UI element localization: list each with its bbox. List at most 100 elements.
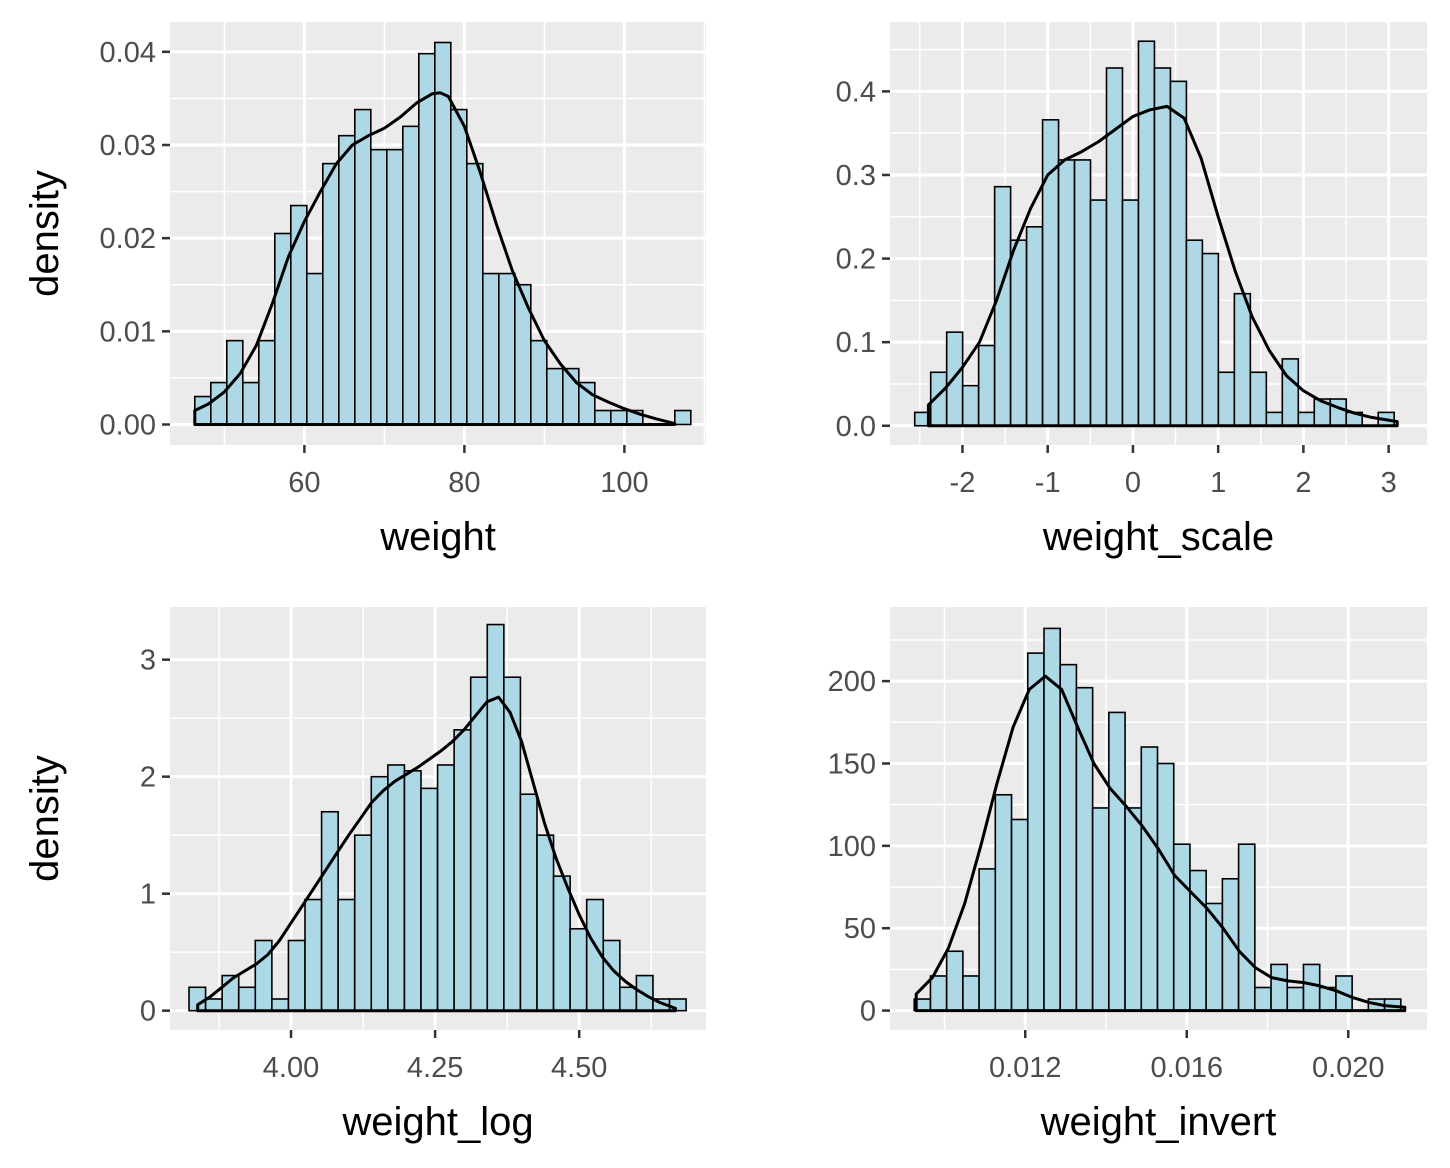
y-tick-label: 1 xyxy=(140,879,156,911)
histogram-bar xyxy=(1105,67,1124,427)
density-curve xyxy=(926,104,1399,428)
y-tick-label: 0.4 xyxy=(836,76,876,108)
histogram-bar xyxy=(993,185,1012,427)
histogram-bar xyxy=(519,793,538,1012)
y-tick-label: 3 xyxy=(140,645,156,677)
x-axis-title: weight_log xyxy=(341,1100,533,1144)
density-curve xyxy=(196,695,677,1013)
histogram-bar xyxy=(962,975,980,1012)
histogram-bar xyxy=(945,950,964,1012)
histogram-bar xyxy=(545,367,564,426)
x-tick-label: 0 xyxy=(1125,467,1141,499)
density-curve xyxy=(193,91,677,426)
histogram-bar xyxy=(353,834,373,1012)
y-tick-label: 0 xyxy=(860,996,876,1028)
histogram-bar xyxy=(929,975,948,1012)
histogram-bar xyxy=(289,204,308,426)
histogram-bar xyxy=(387,764,406,1012)
chart-panel-1: 0.00 0.01 0.02 0.03 0.04 60 80 100 weight density xyxy=(23,22,706,559)
y-axis-title: density xyxy=(23,755,67,882)
histogram-bar xyxy=(420,787,439,1012)
histogram-bar xyxy=(552,875,571,1012)
histogram-bar xyxy=(210,381,228,426)
histogram-bar xyxy=(1217,371,1236,427)
x-tick-label: 0.020 xyxy=(1312,1052,1385,1084)
histogram-bar xyxy=(1185,239,1204,427)
histogram-bar xyxy=(1010,818,1029,1012)
y-tick-label: 0.2 xyxy=(836,244,876,276)
histogram-bar xyxy=(353,108,372,426)
histogram-bar xyxy=(1121,199,1140,427)
histogram-bar xyxy=(529,339,548,426)
histogram-bar xyxy=(1286,986,1305,1012)
histogram-bar xyxy=(673,409,692,426)
x-tick-label: -2 xyxy=(950,467,976,499)
histogram-bar xyxy=(287,939,306,1012)
histogram-bar xyxy=(978,868,997,1012)
x-tick-label: 100 xyxy=(600,467,648,499)
x-tick-label: -1 xyxy=(1035,467,1061,499)
histogram-bar xyxy=(1329,398,1348,427)
x-tick-label: 4.00 xyxy=(263,1052,319,1084)
histogram-bar xyxy=(321,162,340,426)
histogram-bar xyxy=(433,41,452,426)
x-tick-label: 0.016 xyxy=(1150,1052,1223,1084)
chart-panel-2: 0.0 0.1 0.2 0.3 0.4 -2 -1 0 1 2 3 weight_scale xyxy=(836,22,1427,559)
histogram-bar xyxy=(994,793,1013,1012)
y-tick-label: 200 xyxy=(828,666,876,698)
histogram-bar xyxy=(1137,40,1156,427)
y-tick-label: 0.0 xyxy=(836,411,876,443)
histogram-bar xyxy=(1057,159,1076,427)
x-tick-label: 80 xyxy=(448,467,480,499)
histogram-bar xyxy=(369,148,388,426)
histogram-bar xyxy=(320,810,339,1012)
histogram-bar xyxy=(1254,986,1272,1012)
x-tick-label: 0.012 xyxy=(989,1052,1062,1084)
histogram-bars xyxy=(913,627,1402,1012)
histogram-bar xyxy=(497,272,516,426)
histogram-bar xyxy=(1270,963,1289,1012)
histogram-bar xyxy=(401,125,420,426)
histogram-bar xyxy=(417,52,436,426)
y-tick-label: 0.3 xyxy=(836,160,876,192)
histogram-bar xyxy=(1233,292,1252,427)
histogram-bar xyxy=(961,384,980,427)
histogram-bar xyxy=(403,770,422,1012)
x-tick-label: 2 xyxy=(1295,467,1311,499)
histogram-bar xyxy=(1073,159,1092,427)
histogram-bar xyxy=(668,998,687,1012)
histogram-bar xyxy=(1281,358,1300,427)
histogram-bar xyxy=(271,998,290,1012)
histogram-bar xyxy=(1172,843,1191,1012)
y-axis-title: density xyxy=(23,170,67,297)
histogram-bar xyxy=(1026,652,1045,1012)
chart-panel-4: 0 50 100 150 200 0.012 0.016 0.020 weight_invert xyxy=(828,607,1427,1144)
x-axis-title: weight_invert xyxy=(1040,1100,1277,1144)
chart-panel-3: 0 1 2 3 4.00 4.25 4.50 weight_log density xyxy=(23,607,706,1144)
histogram-bar xyxy=(305,272,324,426)
histogram-bar xyxy=(385,148,404,426)
histogram-bar xyxy=(449,108,468,426)
histogram-bar xyxy=(465,162,484,426)
histogram-bar xyxy=(1297,411,1316,427)
histogram-bar xyxy=(257,339,276,426)
histogram-bar xyxy=(1169,80,1188,427)
y-tick-label: 150 xyxy=(828,748,876,780)
histogram-bar xyxy=(1153,67,1172,427)
histogram-bar xyxy=(569,927,588,1012)
y-tick-label: 0.00 xyxy=(100,410,156,442)
histogram-bar xyxy=(436,764,455,1012)
histogram-bar xyxy=(1140,746,1159,1012)
histogram-bar xyxy=(1302,963,1321,1012)
histogram-bar xyxy=(226,339,244,426)
histogram-bar xyxy=(1249,371,1268,427)
y-tick-label: 0 xyxy=(140,996,156,1028)
histogram-bar xyxy=(481,272,500,426)
histogram-bar xyxy=(204,998,223,1012)
histogram-bar xyxy=(304,898,323,1012)
histogram-bar xyxy=(1124,807,1143,1012)
histogram-bar xyxy=(1265,411,1284,427)
histogram-bar xyxy=(237,986,257,1012)
density-curve xyxy=(914,674,1407,1013)
y-tick-label: 0.02 xyxy=(100,223,156,255)
